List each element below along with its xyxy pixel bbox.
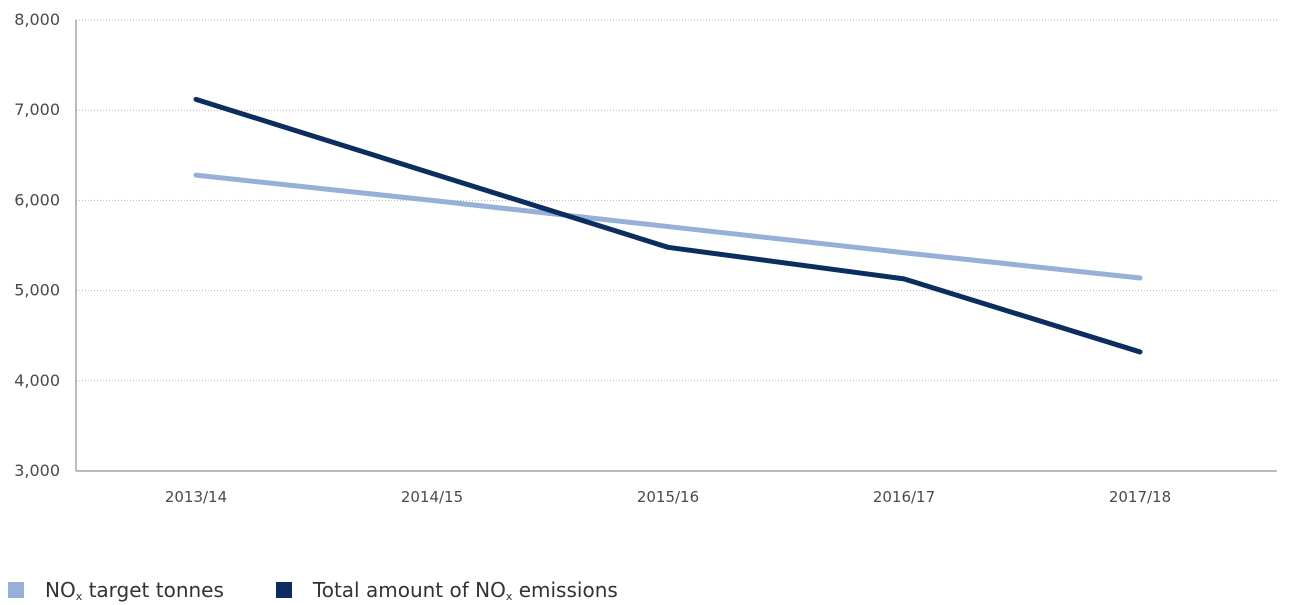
legend-label-nox-emissions-rest: emissions xyxy=(512,577,618,602)
legend-label-nox-target-sub: x xyxy=(75,589,83,603)
legend-swatch-nox-emissions xyxy=(275,582,292,598)
grid-lines xyxy=(76,19,1277,382)
series-lines xyxy=(193,96,1143,355)
legend-label-nox-target-rest: target tonnes xyxy=(82,577,224,602)
x-tick-label: 2015/16 xyxy=(637,488,699,506)
y-tick-label: 7,000 xyxy=(14,100,60,119)
legend-label-nox-target-main: NO xyxy=(45,577,76,602)
series-line-nox-target xyxy=(193,172,1143,281)
series-line-nox-emissions xyxy=(193,96,1143,355)
y-tick-label: 6,000 xyxy=(14,190,60,209)
legend-label-nox-emissions: Total amount of NOx emissions xyxy=(313,578,618,603)
y-tick-label: 8,000 xyxy=(14,10,60,29)
x-tick-label: 2013/14 xyxy=(165,488,227,506)
y-tick-label: 3,000 xyxy=(14,461,60,480)
x-tick-label: 2014/15 xyxy=(401,488,463,506)
axes xyxy=(75,20,1277,472)
legend-label-nox-emissions-main: Total amount of NO xyxy=(312,577,506,602)
y-tick-label: 4,000 xyxy=(14,371,60,390)
legend-item-nox-emissions: Total amount of NOx emissions xyxy=(275,578,618,603)
x-tick-label: 2016/17 xyxy=(873,488,935,506)
legend: NOx target tonnes Total amount of NOx em… xyxy=(8,577,670,603)
y-tick-label: 5,000 xyxy=(14,281,60,300)
legend-label-nox-target: NOx target tonnes xyxy=(45,578,224,603)
legend-item-nox-target: NOx target tonnes xyxy=(8,578,224,603)
x-tick-label: 2017/18 xyxy=(1109,488,1171,506)
legend-swatch-nox-target xyxy=(8,582,24,598)
x-tick-labels: 2013/14 2014/15 2015/16 2016/17 2017/18 xyxy=(165,488,1171,506)
y-tick-labels: 3,000 4,000 5,000 6,000 7,000 8,000 xyxy=(14,10,60,480)
legend-label-nox-emissions-sub: x xyxy=(505,589,513,603)
